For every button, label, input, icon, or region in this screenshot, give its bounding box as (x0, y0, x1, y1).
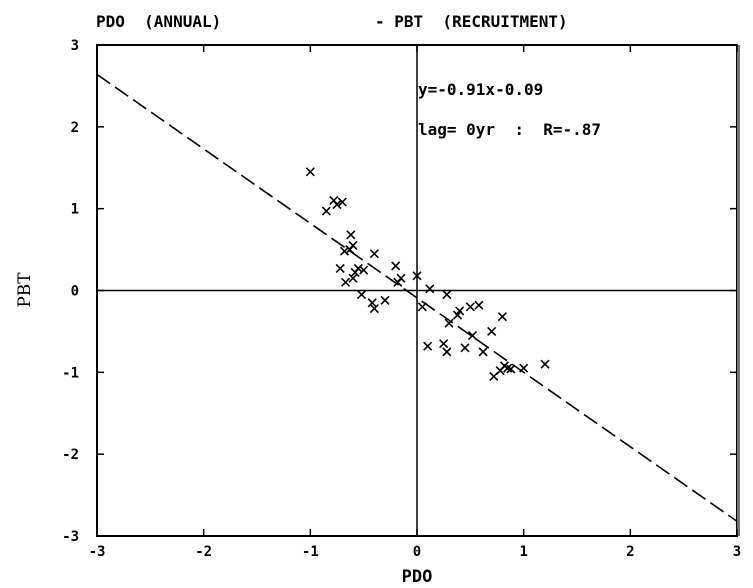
data-point (465, 302, 475, 312)
x-tick-label: 0 (413, 544, 421, 560)
data-point (442, 347, 452, 357)
data-point (396, 273, 406, 283)
y-tick-label: 2 (71, 120, 79, 136)
data-point (423, 341, 433, 351)
data-point (305, 167, 315, 177)
data-point (467, 330, 478, 341)
data-point (380, 295, 390, 305)
x-tick-label: 2 (626, 544, 634, 560)
data-point (340, 277, 351, 287)
data-point (455, 306, 465, 316)
data-point (367, 298, 377, 308)
x-tick-label: -1 (302, 544, 319, 560)
regression-line (96, 73, 738, 522)
y-tick-label: 0 (71, 284, 79, 300)
equation-annotation: y=-0.91x-0.09 (418, 80, 543, 99)
x-axis-label: PDO (402, 567, 433, 587)
data-point (497, 312, 507, 322)
data-points (305, 167, 550, 381)
data-point (348, 273, 358, 283)
data-point (425, 284, 435, 294)
data-point (345, 245, 355, 255)
data-point (417, 302, 427, 312)
data-point (346, 230, 356, 240)
y-axis: -3 -2 -1 0 1 2 3 (62, 38, 737, 545)
data-point (442, 290, 452, 300)
x-tick-label: 1 (519, 544, 527, 560)
chart-title-right: - PBT (RECRUITMENT) (375, 12, 568, 31)
data-point (321, 206, 331, 216)
data-point (474, 300, 484, 310)
y-tick-label: 1 (71, 202, 79, 218)
y-tick-label: -2 (62, 447, 79, 463)
y-tick-label: -1 (62, 365, 79, 381)
y-tick-label: -3 (62, 529, 79, 545)
x-tick-label: 3 (733, 544, 741, 560)
chart-title-left: PDO (ANNUAL) (96, 12, 221, 31)
data-point (478, 347, 488, 357)
data-point (391, 261, 401, 271)
data-point (369, 249, 379, 259)
data-point (487, 326, 497, 336)
data-point (369, 303, 379, 314)
data-point (412, 271, 422, 281)
data-point (506, 364, 516, 374)
y-tick-label: 3 (71, 38, 79, 54)
data-point (359, 265, 369, 275)
data-point (444, 318, 454, 328)
correlation-annotation: lag= 0yr : R=-.87 (418, 120, 601, 139)
data-point (439, 339, 449, 349)
data-point (353, 263, 363, 273)
x-axis: -3 -2 -1 0 1 2 3 (89, 45, 741, 560)
x-tick-label: -2 (195, 544, 212, 560)
data-point (339, 246, 350, 256)
y-axis-label: PBT (15, 272, 35, 308)
data-point (503, 363, 513, 373)
data-point (337, 197, 347, 207)
data-point (540, 359, 550, 369)
data-point (332, 200, 342, 210)
data-point (335, 263, 345, 273)
data-point (519, 363, 529, 373)
data-point (356, 290, 367, 300)
x-tick-label: -3 (89, 544, 106, 560)
data-point (460, 343, 470, 353)
